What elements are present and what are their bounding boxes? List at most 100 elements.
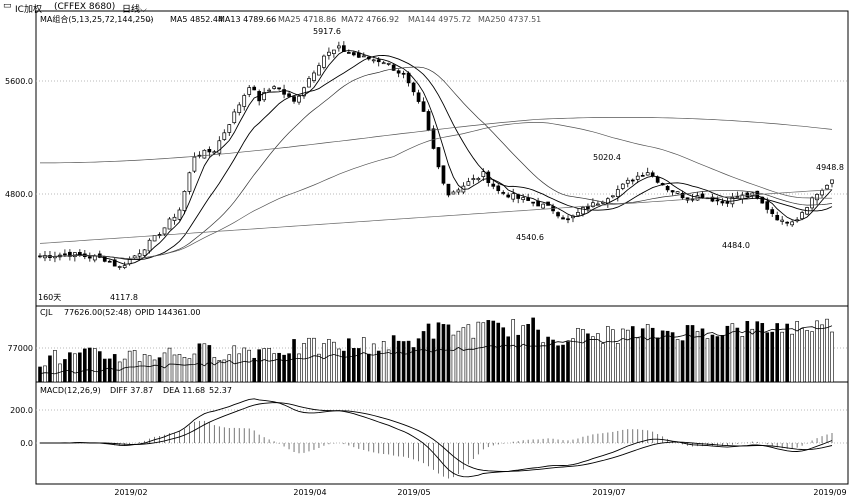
volume-bar [596,333,600,383]
volume-bar [635,337,640,383]
candle-body [112,259,117,267]
annotation-high-jun: 5020.4 [593,153,621,162]
volume-bar [222,359,227,383]
volume-bar [327,339,331,383]
volume-bar [137,361,142,383]
volume-bar [97,351,102,383]
volume-bar [192,353,197,383]
volume-bar [486,320,491,383]
ma-dropdown-icon[interactable]: ⌵ [146,15,152,24]
candle-body [87,256,92,259]
volume-bar [810,331,814,383]
candle-body [376,59,381,63]
volume-bar [616,343,620,383]
volume-value: 77626.00(52:48) [64,308,131,317]
volume-bar [481,322,486,383]
volume-bar [237,353,242,383]
volume-bar [356,348,361,383]
volume-bar [511,319,516,383]
candle-body [396,70,401,74]
candle-body [630,179,635,182]
macd-diff-value: DIFF 37.87 [110,386,153,395]
volume-bar [441,324,446,383]
volume-bar [391,335,396,383]
candle-body [820,190,824,196]
volume-bar [242,347,247,383]
candle-body [332,49,336,54]
candle-body [566,218,570,221]
candle-body [491,183,496,187]
candle-body [745,192,750,198]
volume-bar [541,342,545,383]
candle-body [302,87,306,97]
volume-bar [107,358,112,383]
candle-body [790,221,795,226]
candle-body [675,191,680,194]
ma25-value: MA25 4718.86 [278,15,336,24]
volume-bar [48,355,52,383]
candle-body [421,101,426,112]
volume-bar [725,325,730,383]
volume-bar [760,323,765,383]
candle-body [162,227,167,235]
candle-body [506,194,511,198]
volume-bar [217,360,222,383]
candle-body [416,92,421,102]
candle-body [710,196,715,202]
candle-body [765,201,770,210]
volume-bar [730,323,735,383]
volume-bar [396,340,401,383]
volume-bar [366,353,371,383]
volume-bar [606,326,610,383]
x-label-2019-04: 2019/04 [293,488,326,497]
candle-body [122,265,127,268]
volume-bar [307,337,311,383]
volume-bar [700,328,705,383]
candle-body [735,196,740,198]
macd-legend: MACD(12,26,9) DIFF 37.87 DEA 11.68 52.37 [40,386,232,395]
volume-bar [43,365,47,383]
candle-body [680,193,685,199]
opid-line [39,325,833,375]
candle-body [770,209,775,214]
candle-body [451,191,456,195]
volume-bar [715,336,720,383]
volume-bar [640,328,645,383]
instrument-name[interactable]: IC加权 [15,5,42,15]
candle-body [615,189,620,197]
candle-body [655,176,660,183]
candle-body [167,218,172,230]
volume-bar [675,339,680,383]
volume-bar [347,338,351,383]
volume-bar [262,348,266,383]
candle-body [391,64,396,71]
candle-body [312,72,316,81]
volume-bar [332,341,336,383]
volume-bar [601,343,605,383]
volume-bar [92,348,97,383]
volume-bar [361,337,366,383]
candle-body [481,171,486,177]
candle-body [645,172,650,176]
volume-bar [451,334,456,383]
volume-bar [267,347,271,383]
volume-bar [750,328,755,383]
candle-body [610,195,615,198]
volume-bar [152,359,157,383]
candle-body [356,52,361,58]
volume-bar [252,357,256,383]
candle-body [541,203,545,209]
instrument-code: (CFFEX 8680) [54,2,116,12]
volume-bar [466,324,471,383]
period-selector[interactable]: 日线⌵ [122,2,147,15]
volume-bar [655,337,660,383]
ma-group-label[interactable]: MA组合(5,13,25,72,144,250) [40,14,154,24]
candle-body [317,65,321,76]
volume-bar [117,361,122,383]
price-tick-5600: 5600.0 [5,77,33,86]
volume-bar [650,327,655,383]
candle-body [830,179,834,184]
volume-bar [571,338,575,383]
candle-body [381,62,386,65]
